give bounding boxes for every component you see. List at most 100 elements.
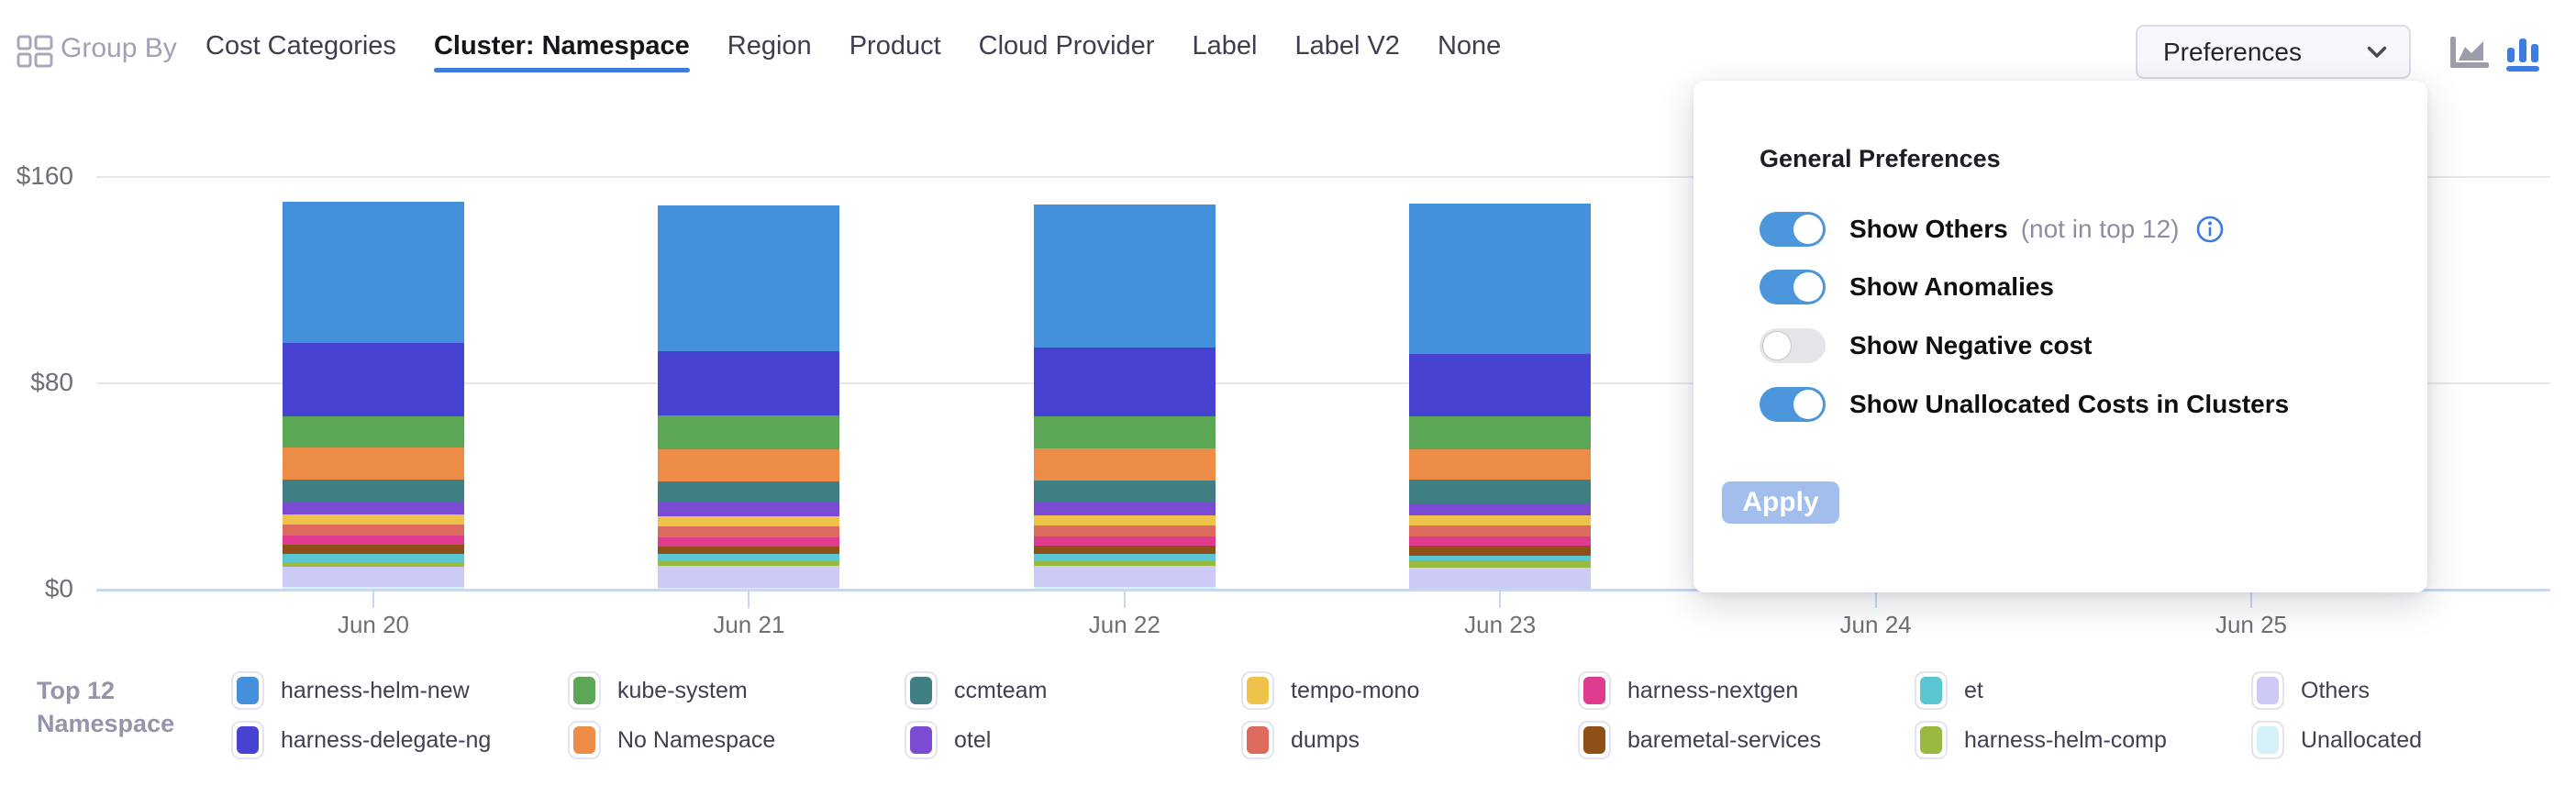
x-tick <box>748 592 750 608</box>
bar-segment-tempo-mono <box>1409 514 1592 525</box>
bar-segment-otel <box>1033 502 1216 515</box>
tab-label[interactable]: Label <box>1192 29 1257 72</box>
bar-segment-harness-helm-comp <box>283 561 464 567</box>
toggle-show-anomalies[interactable] <box>1760 270 1826 304</box>
legend-label: No Namespace <box>617 726 776 753</box>
bar-segment-ccmteam <box>1033 480 1216 503</box>
x-tick-label: Jun 24 <box>1839 611 1912 638</box>
bar-segment-et <box>658 554 840 562</box>
legend-swatch <box>1915 671 1948 710</box>
legend-item-otel[interactable]: otel <box>905 721 1241 759</box>
bar-segment-harness-delegate-ng <box>283 342 464 416</box>
legend-label: dumps <box>1291 726 1360 753</box>
bar-segment-harness-nextgen <box>658 537 840 547</box>
preference-row: Show Negative cost <box>1760 326 2093 366</box>
bar-segment-kube-system <box>1033 416 1216 449</box>
legend-item-ccmteam[interactable]: ccmteam <box>905 671 1241 710</box>
bar-jun-23[interactable] <box>1409 203 1592 590</box>
toggle-knob <box>1762 331 1792 360</box>
bar-segment-harness-delegate-ng <box>1409 353 1592 416</box>
tab-label: Label V2 <box>1294 31 1400 61</box>
tab-label-v2[interactable]: Label V2 <box>1294 29 1400 72</box>
legend-item-et[interactable]: et <box>1915 671 2251 710</box>
bar-segment-baremetal-services <box>658 547 840 555</box>
legend-label: et <box>1964 677 1983 703</box>
legend-item-harness-helm-comp[interactable]: harness-helm-comp <box>1915 721 2251 759</box>
legend-item-kube-system[interactable]: kube-system <box>568 671 905 710</box>
bar-segment-others <box>1409 567 1592 589</box>
bar-segment-et <box>1033 553 1216 562</box>
bar-segment-harness-delegate-ng <box>1033 348 1216 416</box>
tab-region[interactable]: Region <box>727 29 812 72</box>
toggle-label: Show Others <box>1849 215 2008 243</box>
active-tab-underline <box>433 68 690 72</box>
legend-item-others[interactable]: Others <box>2251 671 2576 710</box>
bar-segment-kube-system <box>1409 416 1592 449</box>
legend-swatch <box>1241 721 1274 759</box>
bar-segment-no-namespace <box>283 447 464 480</box>
legend-item-harness-delegate-ng[interactable]: harness-delegate-ng <box>231 721 568 759</box>
legend-swatch <box>2251 671 2284 710</box>
tab-label: Product <box>849 31 941 61</box>
legend-item-harness-nextgen[interactable]: harness-nextgen <box>1578 671 1915 710</box>
chevron-down-icon <box>2367 46 2387 58</box>
legend-swatch <box>231 721 264 759</box>
x-tick-label: Jun 25 <box>2215 611 2288 638</box>
apply-button[interactable]: Apply <box>1722 481 1839 524</box>
preferences-dropdown-button[interactable]: Preferences <box>2136 25 2411 79</box>
tab-label: Label <box>1192 31 1258 61</box>
preference-row: Show Others (not in top 12) <box>1760 209 2225 249</box>
legend-item-dumps[interactable]: dumps <box>1241 721 1578 759</box>
toggle-label: Show Unallocated Costs in Clusters <box>1849 390 2290 418</box>
legend-swatch <box>1578 671 1611 710</box>
bar-segment-et <box>1409 555 1592 560</box>
bar-segment-harness-helm-comp <box>1409 559 1592 568</box>
bar-segment-dumps <box>658 526 840 538</box>
bar-chart-icon[interactable] <box>2504 35 2541 73</box>
legend-swatch <box>568 721 601 759</box>
legend-label: baremetal-services <box>1627 726 1822 753</box>
x-tick <box>1499 592 1502 608</box>
info-icon[interactable] <box>2195 215 2225 244</box>
bar-segment-dumps <box>283 524 464 536</box>
tab-label: Cluster: Namespace <box>433 31 690 61</box>
bar-segment-harness-helm-new <box>1033 205 1216 348</box>
tab-cost-categories[interactable]: Cost Categories <box>205 29 396 72</box>
bar-jun-21[interactable] <box>658 205 840 590</box>
legend-item-unallocated[interactable]: Unallocated <box>2251 721 2576 759</box>
chart-legend: harness-helm-new harness-delegate-ng kube-… <box>231 666 2576 765</box>
group-by-grid-icon <box>17 35 53 68</box>
legend-item-baremetal-services[interactable]: baremetal-services <box>1578 721 1915 759</box>
legend-swatch <box>568 671 601 710</box>
legend-label: otel <box>954 726 992 753</box>
area-chart-icon[interactable] <box>2449 35 2492 72</box>
legend-label: Others <box>2301 677 2371 703</box>
legend-item-harness-helm-new[interactable]: harness-helm-new <box>231 671 568 710</box>
toggle-show-negative-cost[interactable] <box>1760 328 1826 363</box>
tab-label: Region <box>727 31 812 61</box>
tab-none[interactable]: None <box>1438 29 1501 72</box>
legend-swatch <box>1915 721 1948 759</box>
preferences-popup-title: General Preferences <box>1760 145 2001 172</box>
bar-jun-22[interactable] <box>1033 205 1216 590</box>
toggle-show-unallocated-costs-in-clusters[interactable] <box>1760 387 1826 422</box>
toggle-show-others[interactable] <box>1760 212 1826 247</box>
tab-cluster-namespace[interactable]: Cluster: Namespace <box>433 29 690 72</box>
y-tick-label: $160 <box>16 161 73 190</box>
tab-label: Cost Categories <box>205 31 396 61</box>
legend-item-no-namespace[interactable]: No Namespace <box>568 721 905 759</box>
tab-product[interactable]: Product <box>849 29 941 72</box>
y-tick-label: $0 <box>44 574 73 603</box>
x-tick <box>372 592 374 608</box>
gridline-160 <box>96 176 2550 178</box>
toggle-suffix: (not in top 12) <box>2020 215 2180 243</box>
bar-segment-otel <box>658 503 840 517</box>
bar-segment-harness-helm-comp <box>658 561 840 567</box>
bar-segment-others <box>1033 566 1216 588</box>
bar-segment-otel <box>283 502 464 514</box>
legend-swatch <box>1241 671 1274 710</box>
bar-jun-20[interactable] <box>283 201 464 590</box>
legend-item-tempo-mono[interactable]: tempo-mono <box>1241 671 1578 710</box>
bar-segment-no-namespace <box>1409 449 1592 480</box>
tab-cloud-provider[interactable]: Cloud Provider <box>979 29 1155 72</box>
